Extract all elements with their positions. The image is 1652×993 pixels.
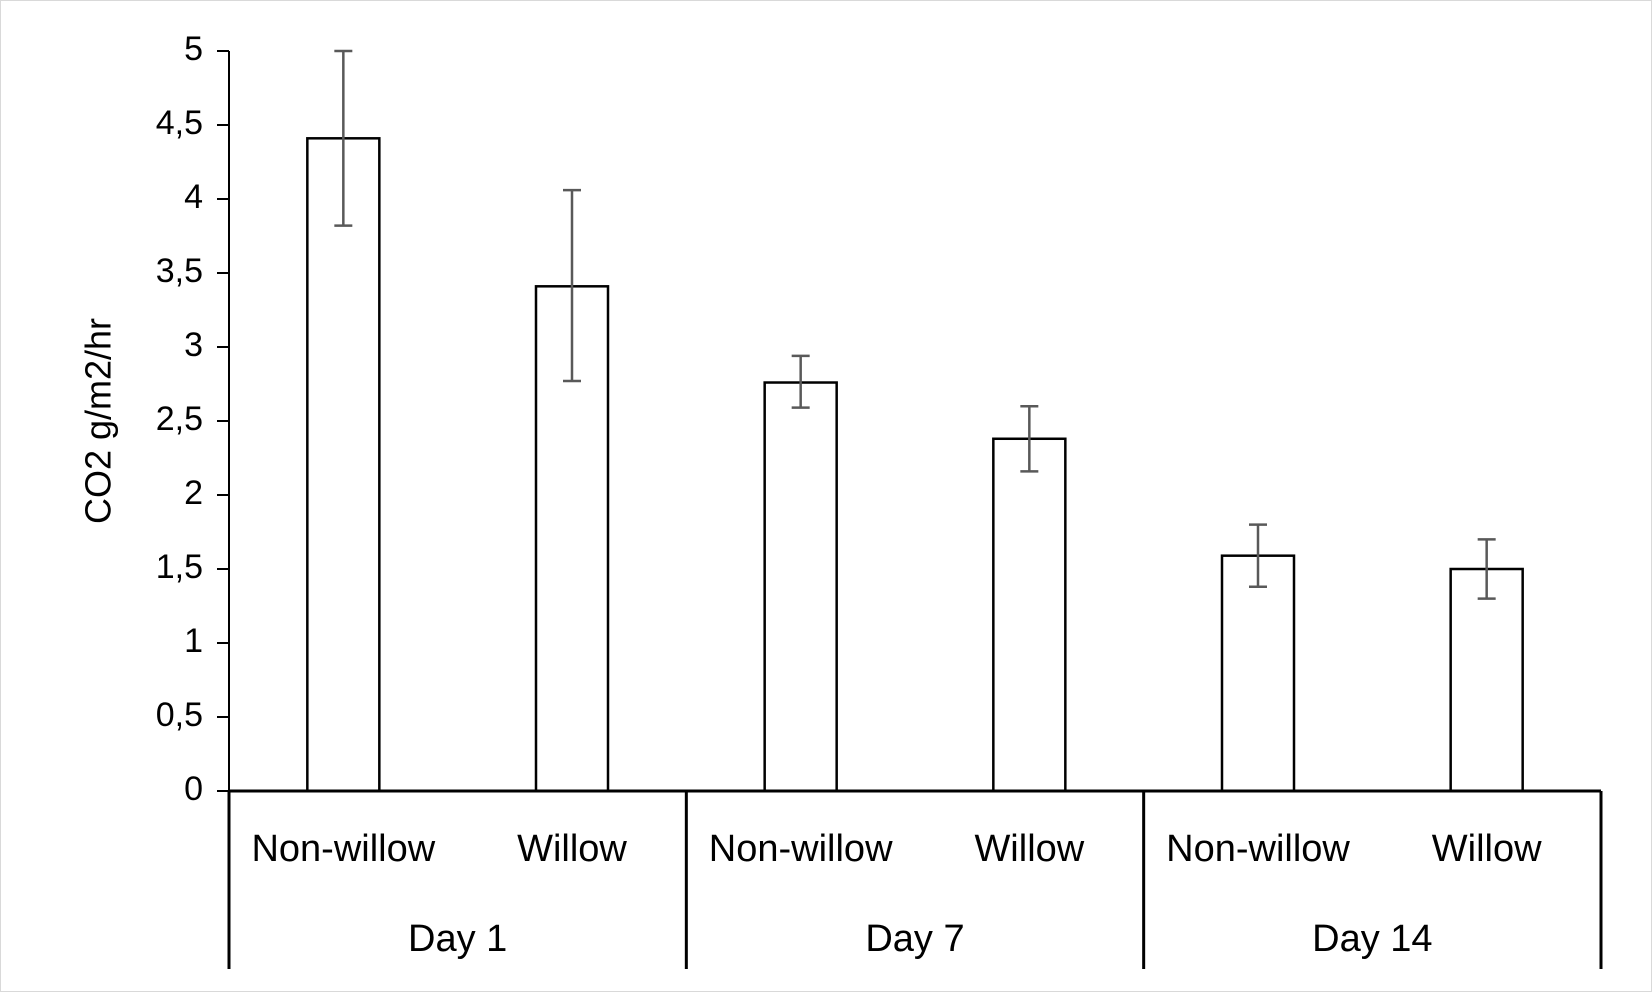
bar bbox=[763, 381, 838, 793]
y-tick-label: 0 bbox=[184, 770, 203, 808]
category-label: Non-willow bbox=[251, 828, 435, 870]
y-tick-label: 5 bbox=[184, 30, 203, 68]
category-label: Non-willow bbox=[1166, 828, 1350, 870]
group-label: Day 7 bbox=[865, 918, 964, 960]
y-tick-label: 2,5 bbox=[156, 400, 203, 438]
y-tick-label: 1 bbox=[184, 622, 203, 660]
bar bbox=[306, 137, 381, 793]
bar bbox=[992, 437, 1067, 793]
category-label: Willow bbox=[1432, 828, 1542, 870]
y-tick-label: 0,5 bbox=[156, 696, 203, 734]
y-tick-label: 2 bbox=[184, 474, 203, 512]
category-label: Willow bbox=[974, 828, 1084, 870]
category-label: Non-willow bbox=[709, 828, 893, 870]
y-tick-label: 4,5 bbox=[156, 104, 203, 142]
group-label: Day 14 bbox=[1312, 918, 1432, 960]
bar bbox=[1220, 554, 1296, 793]
y-tick-label: 3,5 bbox=[156, 252, 203, 290]
bar bbox=[1449, 567, 1524, 793]
y-tick-label: 1,5 bbox=[156, 548, 203, 586]
category-label: Willow bbox=[517, 828, 627, 870]
group-label: Day 1 bbox=[408, 918, 507, 960]
y-tick-label: 3 bbox=[184, 326, 203, 364]
y-axis-title: CO2 g/m2/hr bbox=[78, 318, 119, 524]
y-tick-label: 4 bbox=[184, 178, 203, 216]
